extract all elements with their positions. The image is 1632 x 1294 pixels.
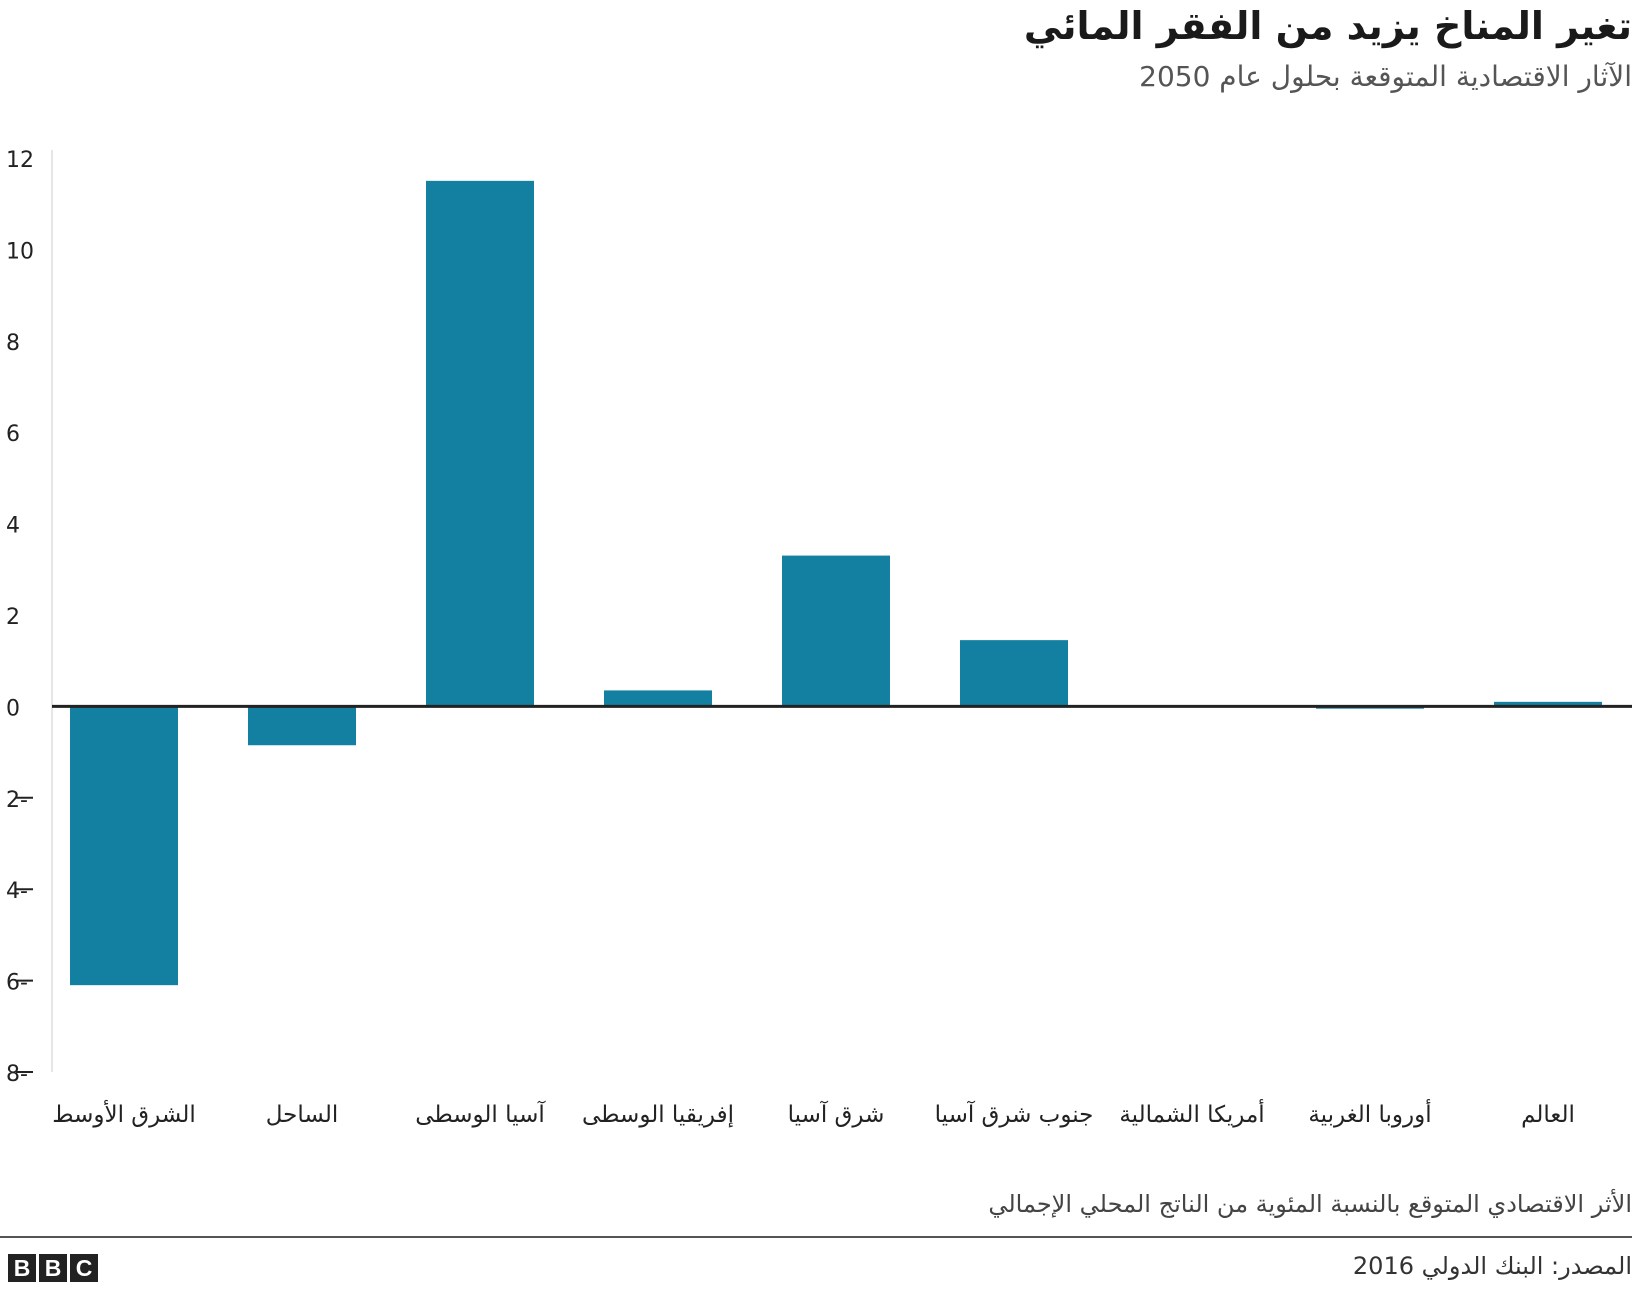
bar (960, 640, 1068, 707)
y-tick-label: 6 (6, 422, 20, 447)
x-category-label: أوروبا الغربية (1308, 1099, 1431, 1128)
bar (248, 706, 356, 746)
y-tick-label: 12 (6, 148, 34, 173)
chart-title: تغير المناخ يزيد من الفقر المائي (1023, 4, 1632, 48)
x-category-label: العالم (1521, 1102, 1575, 1128)
x-category-label: شرق آسيا (788, 1100, 885, 1128)
y-tick-label: 2 (6, 605, 20, 630)
chart-subtitle: الآثار الاقتصادية المتوقعة بحلول عام 205… (1139, 60, 1632, 93)
y-tick-label: 4- (6, 879, 28, 904)
footer-divider (0, 1236, 1632, 1238)
y-tick-label: 8 (6, 331, 20, 356)
y-tick-label: 4 (6, 514, 20, 539)
x-category-label: جنوب شرق آسيا (935, 1100, 1094, 1128)
logo-letter-b2: B (39, 1254, 67, 1282)
bar (782, 555, 890, 707)
y-tick-label: 2- (6, 788, 28, 813)
y-tick-label: 8- (6, 1062, 28, 1087)
bar (426, 180, 534, 707)
bar (1494, 701, 1602, 707)
bar-chart: 12 10 8 6 4 2 0 2- 4- 6- 8- الشرق الأوسط الساحل آسيا … (6, 148, 1632, 1128)
logo-letter-c: C (70, 1254, 98, 1282)
y-tick-label: 6- (6, 971, 28, 996)
bar (70, 706, 178, 986)
source-note: المصدر: البنك الدولي 2016 (1352, 1252, 1632, 1280)
bar (604, 690, 712, 707)
y-tick-label: 0 (6, 696, 20, 721)
x-category-label: الشرق الأوسط (52, 1100, 195, 1128)
x-category-label: آسيا الوسطى (415, 1100, 546, 1128)
logo-letter-b1: B (8, 1254, 36, 1282)
x-category-label: الساحل (266, 1102, 339, 1128)
chart-footnote: الأثر الاقتصادي المتوقع بالنسبة المئوية … (988, 1190, 1632, 1218)
x-category-label: أمريكا الشمالية (1119, 1099, 1264, 1128)
bbc-logo: B B C (8, 1254, 98, 1282)
y-tick-label: 10 (6, 239, 34, 264)
x-category-label: إفريقيا الوسطى (582, 1102, 734, 1128)
